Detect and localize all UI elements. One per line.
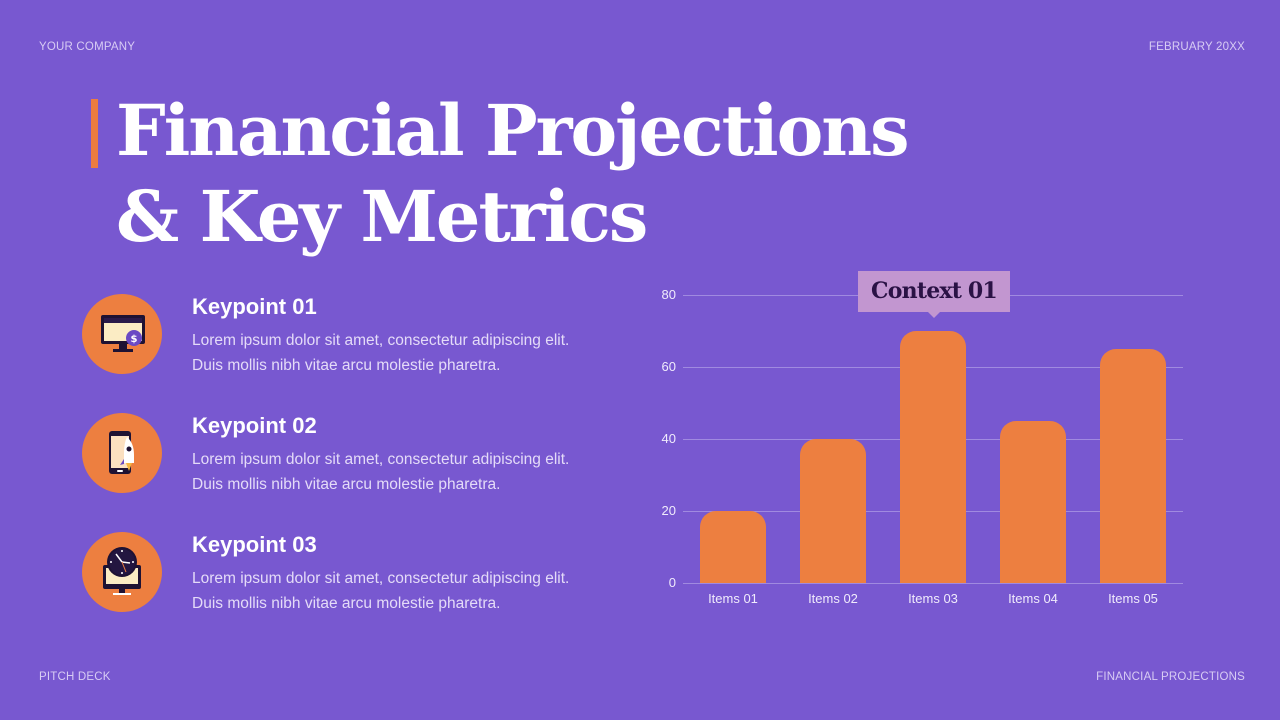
monitor-clock-icon	[82, 532, 162, 612]
y-axis-tick: 0	[668, 575, 676, 590]
keypoint-desc-line-1: Lorem ipsum dolor sit amet, consectetur …	[192, 570, 570, 587]
context-callout: Context 01	[858, 271, 1010, 312]
keypoint-desc-line-2: Duis mollis nibh vitae arcu molestie pha…	[192, 476, 501, 493]
keypoint-desc-line-1: Lorem ipsum dolor sit amet, consectetur …	[192, 451, 570, 468]
footer-section-label: FINANCIAL PROJECTIONS	[1096, 671, 1245, 683]
keypoint-desc-line-1: Lorem ipsum dolor sit amet, consectetur …	[192, 332, 570, 349]
bar-1	[700, 511, 766, 583]
keypoint-description: Lorem ipsum dolor sit amet, consectetur …	[192, 447, 569, 497]
keypoint-3: Keypoint 03 Lorem ipsum dolor sit amet, …	[82, 532, 602, 622]
keypoint-description: Lorem ipsum dolor sit amet, consectetur …	[192, 566, 569, 616]
keypoint-desc-line-2: Duis mollis nibh vitae arcu molestie pha…	[192, 595, 501, 612]
phone-rocket-icon	[82, 413, 162, 493]
keypoint-2: Keypoint 02 Lorem ipsum dolor sit amet, …	[82, 413, 602, 503]
x-axis-label: Items 02	[808, 591, 858, 606]
x-axis-label: Items 04	[1008, 591, 1058, 606]
gridline	[683, 583, 1183, 584]
footer-deck-label: PITCH DECK	[39, 671, 111, 683]
keypoint-1: $ Keypoint 01 Lorem ipsum dolor sit amet…	[82, 294, 602, 384]
svg-text:$: $	[131, 334, 138, 345]
bar-chart: Context 01 0 20 40 60 80 Items 01 Items 02 Item…	[640, 260, 1200, 620]
bar-3	[900, 331, 966, 583]
callout-pointer	[928, 312, 940, 318]
keypoint-description: Lorem ipsum dolor sit amet, consectetur …	[192, 328, 569, 378]
x-axis-label: Items 05	[1108, 591, 1158, 606]
bar-5	[1100, 349, 1166, 583]
title-line-2: & Key Metrics	[116, 175, 648, 258]
slide-title: Financial Projections & Key Metrics	[116, 88, 910, 260]
x-axis-label: Items 03	[908, 591, 958, 606]
bar-4	[1000, 421, 1066, 583]
y-axis-tick: 80	[661, 287, 676, 302]
y-axis-tick: 60	[661, 359, 676, 374]
y-axis-tick: 20	[661, 503, 676, 518]
monitor-dollar-icon: $	[82, 294, 162, 374]
x-axis-label: Items 01	[708, 591, 758, 606]
presentation-date: FEBRUARY 20XX	[1148, 41, 1245, 53]
title-line-1: Financial Projections	[116, 89, 910, 172]
y-axis-tick: 40	[661, 431, 676, 446]
bar-2	[800, 439, 866, 583]
keypoint-title: Keypoint 03	[192, 532, 317, 557]
title-accent-bar	[91, 99, 98, 168]
keypoint-title: Keypoint 02	[192, 413, 317, 438]
keypoint-title: Keypoint 01	[192, 294, 317, 319]
keypoint-desc-line-2: Duis mollis nibh vitae arcu molestie pha…	[192, 357, 501, 374]
company-name: YOUR COMPANY	[39, 41, 136, 53]
